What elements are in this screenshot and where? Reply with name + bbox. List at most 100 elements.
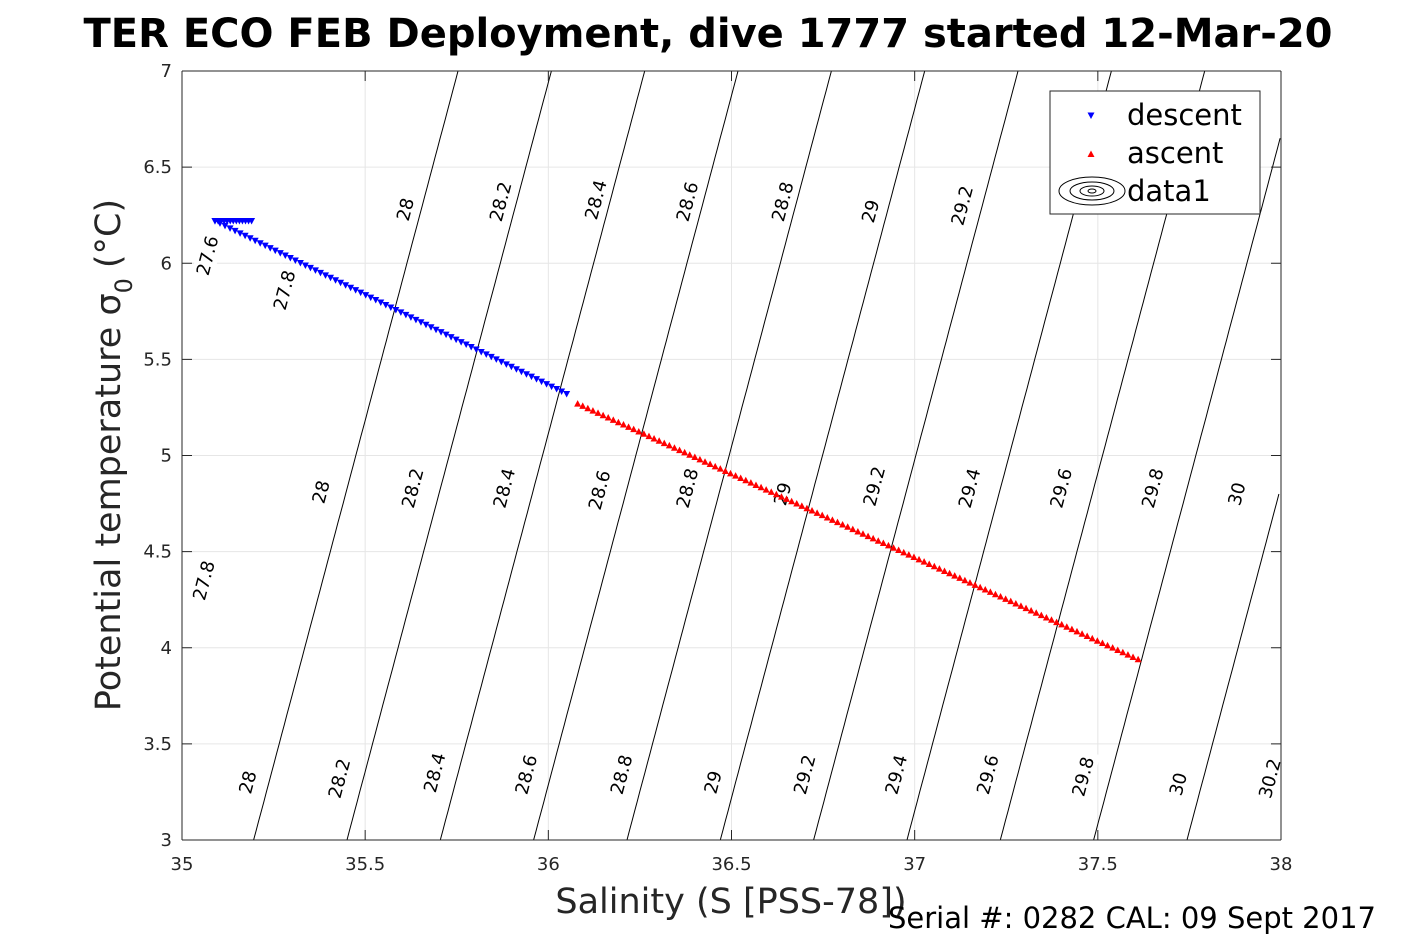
ascent-point — [854, 527, 862, 535]
contour-line-29-6 — [1186, 493, 1280, 841]
ascent-point — [762, 486, 770, 493]
y-tick-label: 5.5 — [143, 349, 172, 370]
x-tick-label: 38 — [1270, 854, 1293, 875]
descent-point — [517, 368, 525, 376]
ascent-point — [589, 407, 597, 414]
ascent-point — [879, 539, 887, 547]
ascent-point — [971, 581, 979, 588]
descent-point — [432, 326, 440, 334]
ascent-point — [910, 553, 918, 561]
legend: descent ascent data1 — [1049, 90, 1261, 215]
contour-labels: 27.627.828 28.2 28.4 28.6 28.8 29 29.229.8 3027… — [186, 172, 1288, 806]
descent-point — [407, 314, 415, 321]
descent-point — [543, 381, 551, 388]
x-axis-label: Salinity (S [PSS-78]) — [555, 882, 906, 922]
ascent-point — [1007, 597, 1015, 605]
ascent-point — [1083, 632, 1091, 640]
ascent-point — [808, 507, 816, 514]
ascent-point — [823, 513, 831, 521]
contour-label-bg — [1135, 461, 1170, 516]
contour-label: 28.4 — [417, 745, 452, 800]
legend-contour-icon — [1058, 176, 1126, 206]
axes: 35 35.5 36 36.5 37 37.5 38 3 3.5 4 4.5 5 5.5 6 6.5 7 — [143, 61, 1292, 875]
ascent-point — [890, 544, 898, 551]
descent-point — [427, 324, 435, 331]
descent-point — [392, 306, 400, 314]
ascent-point — [706, 460, 714, 468]
ascent-point — [1104, 641, 1112, 649]
y-tick-label: 5 — [161, 446, 172, 467]
ascent-point — [844, 523, 852, 530]
y-tick-label: 7 — [161, 61, 172, 82]
x-tick-label: 36.5 — [711, 854, 751, 875]
descent-point — [412, 316, 420, 324]
ascent-point — [676, 446, 684, 454]
ascent-point — [630, 425, 638, 433]
legend-ascent-marker — [1087, 150, 1095, 157]
ascent-point — [849, 525, 857, 533]
ascent-point — [1053, 618, 1061, 626]
descent-point — [316, 269, 324, 277]
descent-point — [527, 373, 535, 381]
contour-label-bg — [1066, 749, 1101, 804]
ascent-point — [986, 588, 994, 595]
contour-label: 28 — [391, 193, 420, 226]
ascent-point — [772, 490, 780, 498]
ascent-point — [1002, 595, 1010, 602]
descent-point — [422, 321, 430, 329]
contour-line-29-4 — [1093, 138, 1281, 841]
ascent-point — [1073, 627, 1081, 635]
descent-point — [327, 274, 335, 282]
ascent-point — [1032, 609, 1040, 616]
descent-point — [347, 284, 355, 292]
descent-point — [417, 319, 425, 326]
ascent-point — [696, 455, 704, 463]
descent-point — [332, 277, 340, 284]
contour-line-28-2 — [533, 70, 739, 841]
ascent-point — [701, 458, 709, 465]
descent-point — [226, 225, 234, 232]
ascent-point — [828, 516, 836, 523]
ascent-point — [1012, 599, 1020, 607]
ascent-point — [803, 504, 811, 512]
descent-point — [467, 344, 475, 351]
density-contours — [253, 70, 1281, 841]
descent-point — [291, 257, 299, 265]
ascent-point — [991, 590, 999, 598]
descent-point — [231, 227, 239, 235]
contour-label-bg — [856, 194, 885, 228]
ascent-point — [895, 546, 903, 554]
ascent-point — [956, 574, 964, 581]
ascent-point — [650, 434, 658, 442]
descent-point — [271, 247, 279, 255]
ascent-point — [635, 427, 643, 435]
descent-point — [337, 279, 345, 287]
data-points — [211, 217, 1142, 663]
ascent-point — [660, 439, 668, 447]
y-axis-label: Potential temperature σ0 (°C) — [89, 199, 138, 711]
descent-point — [236, 230, 244, 237]
ascent-point — [884, 541, 892, 549]
descent-point — [301, 262, 309, 269]
ascent-point — [1027, 606, 1035, 614]
descent-point — [502, 361, 510, 368]
descent-point — [402, 311, 410, 319]
ascent-point — [747, 479, 755, 486]
contour-label-bg — [395, 461, 430, 516]
contour-label-bg — [857, 459, 892, 514]
contour-label-bg — [483, 174, 518, 229]
y-tick-label: 6 — [161, 253, 172, 274]
x-tick-label: 37.5 — [1078, 854, 1118, 875]
ascent-point — [935, 565, 943, 572]
contour-label: 28 — [233, 765, 263, 799]
ascent-point — [874, 537, 882, 544]
ascent-point — [966, 579, 974, 586]
contour-label-bg — [698, 765, 728, 799]
contour-label-bg — [945, 178, 980, 233]
contour-label-bg — [787, 747, 822, 802]
ascent-point — [930, 562, 938, 570]
ascent-point — [1129, 653, 1137, 660]
contour-label: 30 — [1222, 477, 1252, 511]
x-tick-label: 35 — [171, 854, 194, 875]
